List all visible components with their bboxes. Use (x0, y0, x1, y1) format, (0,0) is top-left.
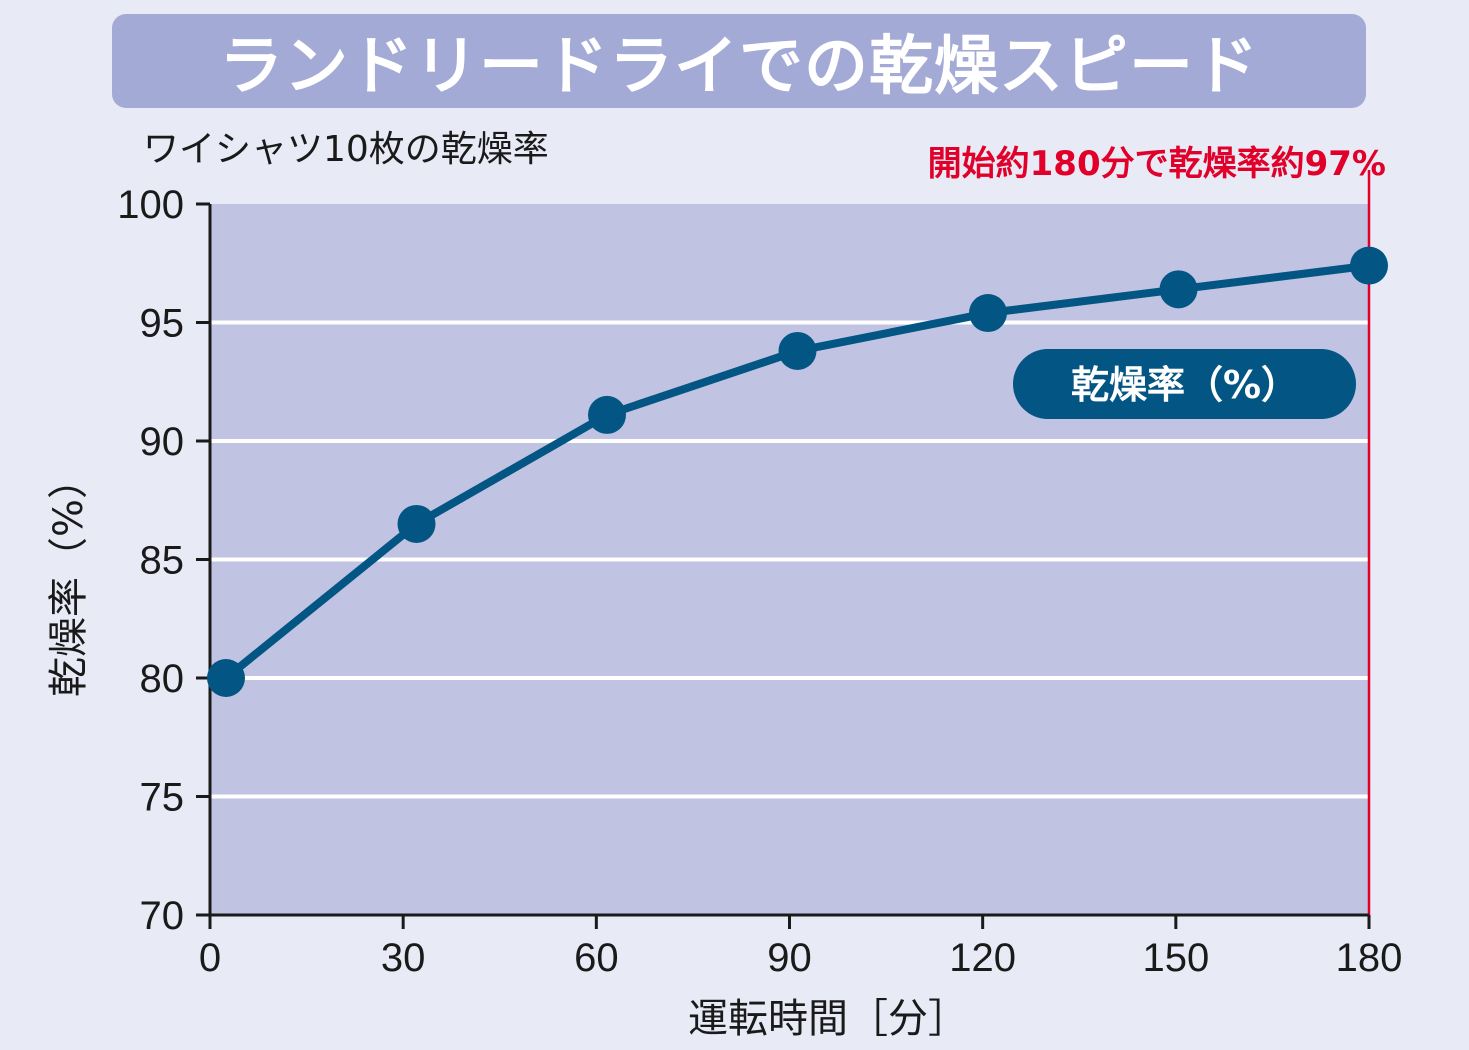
legend-label: 乾燥率（%） (1071, 363, 1299, 407)
x-tick-label-60: 60 (574, 936, 619, 980)
title-banner: ランドリードライでの乾燥スピード (112, 14, 1366, 108)
x-tick-label-120: 120 (949, 936, 1016, 980)
y-ticks: 100 95 90 85 80 75 70 (117, 183, 210, 938)
legend: 乾燥率（%） (1013, 349, 1356, 419)
data-point-90 (778, 331, 817, 370)
x-tick-label-0: 0 (199, 936, 221, 980)
y-axis-title: 乾燥率（%） (46, 459, 92, 697)
x-tick-label-30: 30 (381, 936, 426, 980)
x-ticks: 0 30 60 90 120 150 180 (199, 915, 1403, 980)
data-point-120 (969, 294, 1007, 333)
y-tick-label-100: 100 (117, 183, 184, 227)
series-group (207, 246, 1388, 697)
grid-lines (210, 320, 1369, 799)
y-tick-label-85: 85 (140, 539, 185, 583)
x-tick-label-180: 180 (1336, 936, 1403, 980)
annotation-text: 開始約180分で乾燥率約97% (927, 144, 1386, 184)
y-tick-label-75: 75 (140, 776, 185, 820)
chart-title: ランドリードライでの乾燥スピード (219, 30, 1259, 104)
data-point-150 (1159, 270, 1198, 309)
x-tick-label-150: 150 (1142, 936, 1209, 980)
legend-pill (1013, 349, 1356, 419)
data-point-60 (588, 395, 626, 434)
y-tick-label-70: 70 (140, 894, 185, 938)
data-point-180 (1350, 246, 1388, 285)
y-tick-label-90: 90 (140, 420, 185, 464)
x-tick-label-90: 90 (767, 936, 812, 980)
x-axis-title: 運転時間［分］ (688, 996, 968, 1042)
y-tick-label-95: 95 (140, 302, 185, 346)
data-point-0 (207, 659, 245, 697)
y-tick-label-80: 80 (140, 657, 185, 701)
data-point-30 (397, 504, 436, 543)
chart-subtitle: ワイシャツ10枚の乾燥率 (143, 129, 549, 170)
